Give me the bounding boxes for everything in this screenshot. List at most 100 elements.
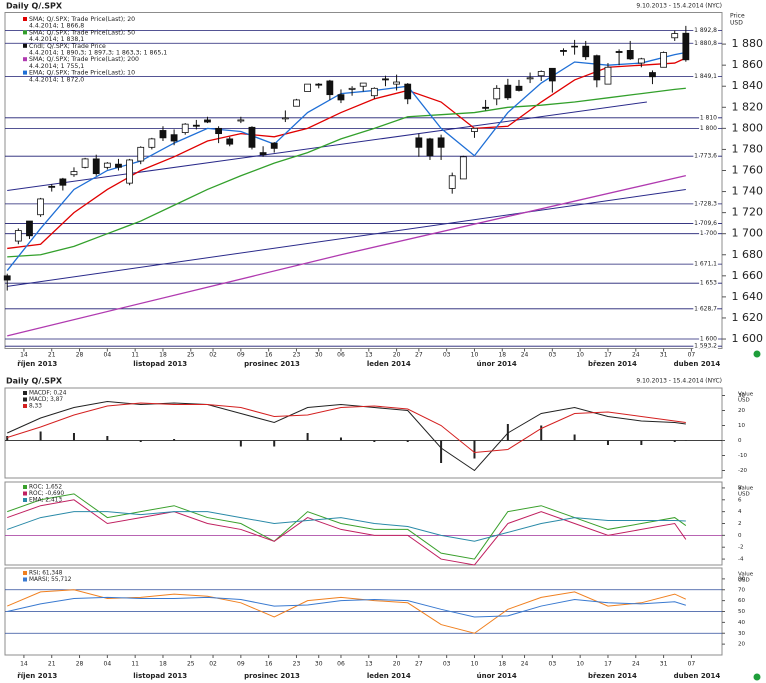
date-range: 9.10.2013 - 15.4.2014 (NYC) bbox=[636, 378, 722, 385]
x-tick-label: 03 bbox=[443, 661, 451, 668]
candle-body bbox=[637, 58, 645, 64]
series-line bbox=[7, 402, 686, 454]
x-tick-label: 23 bbox=[293, 352, 301, 359]
histogram-bar bbox=[339, 437, 342, 441]
legend-swatch bbox=[23, 57, 27, 62]
legend-value: 4.4.2014; 1 866,8 bbox=[29, 23, 84, 30]
histogram-bar bbox=[673, 440, 676, 442]
candle-body bbox=[92, 158, 100, 175]
histogram-bar bbox=[373, 440, 376, 442]
x-tick-label: 27 bbox=[415, 661, 423, 668]
candle-body bbox=[237, 119, 245, 122]
candle-body bbox=[582, 45, 590, 58]
level-label: 1 600 bbox=[700, 336, 717, 343]
y-tick-label: 1 840 bbox=[732, 79, 764, 92]
status-dot[interactable] bbox=[753, 350, 761, 358]
candle-body bbox=[115, 163, 122, 168]
axis-label: Price bbox=[730, 13, 745, 20]
histogram-bar bbox=[606, 440, 609, 445]
candle-body bbox=[504, 84, 512, 99]
candle-body bbox=[649, 72, 656, 78]
histogram-bar bbox=[406, 440, 409, 442]
x-tick-label: 07 bbox=[688, 352, 696, 359]
month-label: duben 2014 bbox=[674, 672, 721, 680]
candle-body bbox=[571, 45, 578, 48]
x-tick-label: 28 bbox=[76, 661, 84, 668]
candle-body bbox=[315, 83, 323, 86]
x-tick-label: 03 bbox=[549, 352, 557, 359]
level-label: 1 849,1 bbox=[694, 73, 717, 80]
candle-body bbox=[270, 142, 278, 149]
legend-swatch bbox=[23, 485, 27, 489]
month-label: leden 2014 bbox=[367, 360, 411, 368]
candle-body bbox=[170, 134, 178, 142]
level-label: 1 700 bbox=[700, 230, 717, 237]
legend-label: RSI; 61,348 bbox=[29, 571, 63, 577]
legend-swatch bbox=[23, 404, 27, 408]
month-label: březen 2014 bbox=[588, 672, 637, 680]
candle-body bbox=[404, 83, 412, 100]
x-tick-label: 10 bbox=[576, 352, 584, 359]
x-tick-label: 30 bbox=[315, 661, 323, 668]
candle-body bbox=[14, 230, 22, 242]
series-line bbox=[7, 87, 686, 258]
x-tick-label: 03 bbox=[443, 352, 451, 359]
legend-value: 4.4.2014; 1 872,0 bbox=[29, 76, 84, 83]
histogram-bar bbox=[273, 440, 276, 447]
x-tick-label: 21 bbox=[48, 661, 56, 668]
x-tick-label: 06 bbox=[337, 352, 345, 359]
x-tick-label: 24 bbox=[632, 661, 640, 668]
legend-label: EMA; 2,413 bbox=[29, 498, 62, 504]
y-tick-label: 70 bbox=[738, 587, 745, 593]
x-tick-label: 10 bbox=[471, 661, 479, 668]
x-tick-label: 20 bbox=[393, 352, 401, 359]
legend-swatch bbox=[23, 491, 27, 496]
candle-body bbox=[181, 123, 189, 133]
histogram-bar bbox=[6, 436, 9, 441]
axis-unit: USD bbox=[730, 20, 743, 27]
x-tick-label: 24 bbox=[521, 661, 529, 668]
candle-body bbox=[370, 87, 378, 97]
x-tick-label: 17 bbox=[604, 661, 612, 668]
candle-body bbox=[671, 33, 679, 39]
candle-body bbox=[226, 138, 234, 145]
series-line bbox=[7, 596, 686, 618]
x-tick-label: 13 bbox=[365, 352, 373, 359]
y-tick-label: 1 880 bbox=[732, 37, 764, 50]
x-tick-label: 31 bbox=[660, 352, 668, 359]
axis-unit: USD bbox=[738, 398, 750, 404]
candle-body bbox=[560, 50, 567, 52]
candle-body bbox=[192, 124, 200, 127]
chart-title: Daily Q/.SPX bbox=[6, 2, 63, 11]
candle-body bbox=[493, 87, 501, 100]
candle-body bbox=[148, 138, 156, 148]
y-tick-label: -20 bbox=[738, 468, 747, 474]
candle-body bbox=[293, 99, 300, 107]
y-tick-label: 30 bbox=[738, 631, 745, 637]
legend-label: 8,33 bbox=[29, 404, 42, 410]
x-tick-label: 09 bbox=[237, 661, 245, 668]
candle-body bbox=[337, 94, 345, 101]
x-tick-label: 25 bbox=[187, 661, 195, 668]
candle-body bbox=[682, 32, 690, 61]
candle-body bbox=[537, 71, 545, 77]
series-line bbox=[7, 511, 686, 542]
series-line bbox=[7, 499, 687, 566]
candle-body bbox=[103, 162, 111, 168]
candle-body bbox=[482, 106, 489, 109]
y-tick-label: 1 680 bbox=[732, 248, 764, 261]
candle-body bbox=[159, 130, 167, 139]
series-line bbox=[7, 400, 686, 472]
status-dot[interactable] bbox=[753, 673, 761, 681]
x-tick-label: 16 bbox=[265, 661, 273, 668]
y-tick-label: 50 bbox=[738, 609, 745, 615]
month-label: únor 2014 bbox=[477, 360, 517, 368]
legend-swatch bbox=[23, 498, 27, 502]
x-tick-label: 07 bbox=[688, 661, 696, 668]
histogram-bar bbox=[306, 433, 309, 441]
y-tick-label: 1 640 bbox=[732, 290, 764, 303]
x-tick-label: 17 bbox=[604, 352, 612, 359]
candle-body bbox=[137, 146, 145, 162]
y-tick-label: 1 800 bbox=[732, 121, 764, 134]
